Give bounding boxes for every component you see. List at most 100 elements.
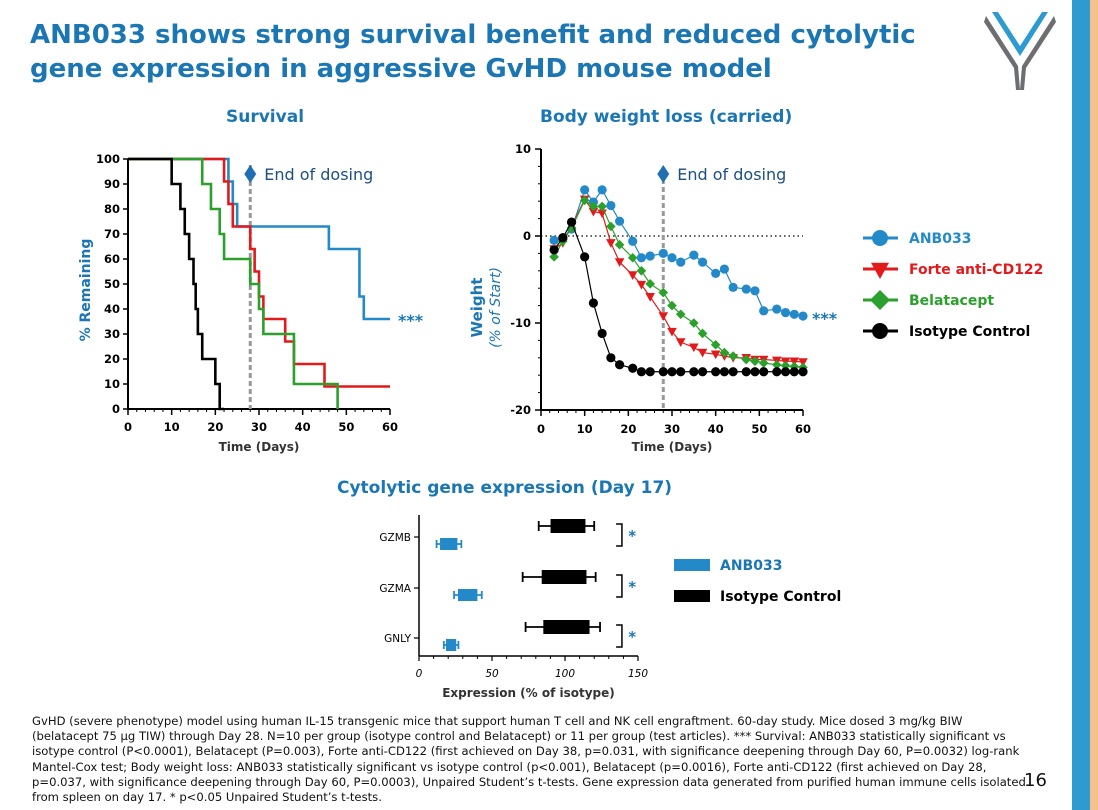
weight-point-anb033 bbox=[697, 257, 708, 267]
weight-point-belatacept bbox=[549, 252, 559, 262]
survival-x-tick-label: 40 bbox=[295, 420, 311, 434]
expression-significance: * bbox=[628, 628, 636, 646]
legend-marker-anb033 bbox=[872, 230, 888, 246]
weight-y-tick-label: 0 bbox=[523, 229, 531, 243]
expression-significance-bracket bbox=[616, 574, 623, 598]
expression-x-tick-label: 50 bbox=[485, 668, 499, 680]
expression-anb033-bar bbox=[446, 639, 457, 651]
weight-point-anb033 bbox=[780, 307, 791, 318]
weight-point-forte-anti-cd122 bbox=[675, 338, 686, 347]
weight-line-isotype-control bbox=[553, 220, 803, 373]
expression-anb033-bar bbox=[457, 589, 478, 601]
expression-isotype-bar bbox=[543, 620, 590, 634]
survival-x-tick-label: 0 bbox=[124, 420, 132, 434]
weight-point-anb033 bbox=[772, 304, 782, 314]
weight-point-forte-anti-cd122 bbox=[627, 271, 638, 280]
legend-marker-belatacept bbox=[870, 290, 890, 310]
weight-point-belatacept bbox=[741, 354, 752, 365]
weight-x-tick-label: 10 bbox=[577, 422, 593, 436]
weight-point-anb033 bbox=[580, 185, 590, 195]
weight-x-tick-label: 60 bbox=[795, 422, 811, 436]
weight-x-tick-label: 20 bbox=[620, 422, 636, 436]
weight-point-anb033 bbox=[711, 268, 721, 279]
survival-x-tick-label: 50 bbox=[338, 420, 354, 434]
survival-series-isotype-control bbox=[128, 157, 225, 411]
weight-x-tick-label: 30 bbox=[664, 422, 680, 436]
survival-end-of-dosing-marker bbox=[244, 165, 257, 183]
weight-point-isotype-control bbox=[780, 367, 791, 377]
weight-point-belatacept bbox=[689, 318, 699, 328]
weight-x-tick-label: 40 bbox=[708, 422, 724, 436]
survival-x-tick-label: 60 bbox=[382, 420, 398, 434]
weight-point-anb033 bbox=[658, 248, 668, 258]
weight-point-belatacept bbox=[750, 356, 760, 367]
slide-accent-stripe bbox=[1090, 0, 1098, 810]
expression-isotype-bar bbox=[541, 570, 587, 584]
expression-significance-bracket bbox=[616, 523, 623, 547]
weight-point-belatacept bbox=[719, 347, 730, 358]
weight-point-isotype-control bbox=[772, 367, 782, 377]
weight-point-forte-anti-cd122 bbox=[710, 350, 721, 360]
weight-point-isotype-control bbox=[549, 245, 559, 255]
expression-legend-label-isotype-control: Isotype Control bbox=[720, 589, 841, 605]
weight-point-isotype-control bbox=[697, 367, 708, 377]
legend-label-belatacept: Belatacept bbox=[909, 293, 994, 309]
weight-point-anb033 bbox=[645, 251, 655, 261]
weight-point-anb033 bbox=[728, 282, 738, 292]
weight-point-belatacept bbox=[728, 351, 738, 361]
weight-point-isotype-control bbox=[667, 367, 677, 377]
expression-category-label: GNLY bbox=[384, 633, 411, 645]
expression-x-tick-label: 150 bbox=[628, 668, 648, 680]
survival-y-tick-label: 30 bbox=[104, 327, 120, 341]
weight-point-isotype-control bbox=[566, 217, 577, 227]
weight-point-belatacept bbox=[710, 339, 721, 350]
weight-y-axis-label: Weight bbox=[468, 278, 486, 338]
survival-significance: *** bbox=[398, 311, 424, 330]
weight-point-forte-anti-cd122 bbox=[614, 258, 625, 267]
weight-point-isotype-control bbox=[750, 367, 760, 377]
survival-y-tick-label: 100 bbox=[96, 152, 120, 166]
weight-point-anb033 bbox=[798, 311, 808, 321]
survival-y-tick-label: 10 bbox=[104, 377, 120, 391]
weight-point-anb033 bbox=[719, 264, 730, 274]
expression-category-label: GZMA bbox=[379, 583, 411, 595]
weight-point-forte-anti-cd122 bbox=[636, 280, 647, 290]
weight-x-tick-label: 0 bbox=[537, 422, 545, 436]
footnote: GvHD (severe phenotype) model using huma… bbox=[32, 714, 1026, 805]
weight-title: Body weight loss (carried) bbox=[540, 107, 793, 127]
survival-y-tick-label: 20 bbox=[104, 352, 120, 366]
expression-category-label: GZMB bbox=[379, 532, 411, 544]
weight-point-belatacept bbox=[588, 201, 599, 212]
weight-point-belatacept bbox=[627, 252, 638, 263]
weight-point-isotype-control bbox=[636, 367, 647, 377]
survival-y-axis-label: % Remaining bbox=[78, 239, 94, 342]
weight-point-belatacept bbox=[645, 279, 655, 289]
expression-significance: * bbox=[628, 578, 636, 596]
expression-x-axis-label: Expression (% of isotype) bbox=[442, 686, 615, 700]
expression-x-tick-label: 0 bbox=[416, 668, 423, 680]
weight-point-forte-anti-cd122 bbox=[588, 207, 599, 217]
weight-point-isotype-control bbox=[597, 328, 607, 339]
survival-x-tick-label: 10 bbox=[164, 420, 180, 434]
slide-accent-bar bbox=[1072, 0, 1090, 810]
page-number: 16 bbox=[1024, 770, 1047, 791]
weight-point-forte-anti-cd122 bbox=[645, 293, 655, 302]
legend-marker-isotype-control bbox=[872, 323, 888, 339]
weight-point-anb033 bbox=[667, 253, 677, 263]
weight-point-isotype-control bbox=[719, 367, 730, 377]
survival-y-tick-label: 80 bbox=[104, 202, 120, 216]
weight-point-belatacept bbox=[597, 201, 607, 212]
weight-point-forte-anti-cd122 bbox=[667, 327, 677, 337]
survival-y-tick-label: 90 bbox=[104, 177, 120, 191]
legend-label-anb033: ANB033 bbox=[909, 231, 971, 247]
weight-point-anb033 bbox=[676, 257, 686, 267]
weight-point-isotype-control bbox=[645, 367, 655, 377]
slide-title: ANB033 shows strong survival benefit and… bbox=[30, 20, 916, 84]
expression-anb033-bar bbox=[440, 538, 458, 550]
weight-end-of-dosing-label: End of dosing bbox=[677, 165, 786, 184]
weight-point-anb033 bbox=[549, 235, 559, 245]
survival-x-tick-label: 20 bbox=[207, 420, 223, 434]
weight-point-isotype-control bbox=[741, 367, 751, 377]
weight-y-axis-sublabel: (% of Start) bbox=[488, 267, 504, 348]
expression-x-tick-label: 100 bbox=[555, 668, 575, 680]
